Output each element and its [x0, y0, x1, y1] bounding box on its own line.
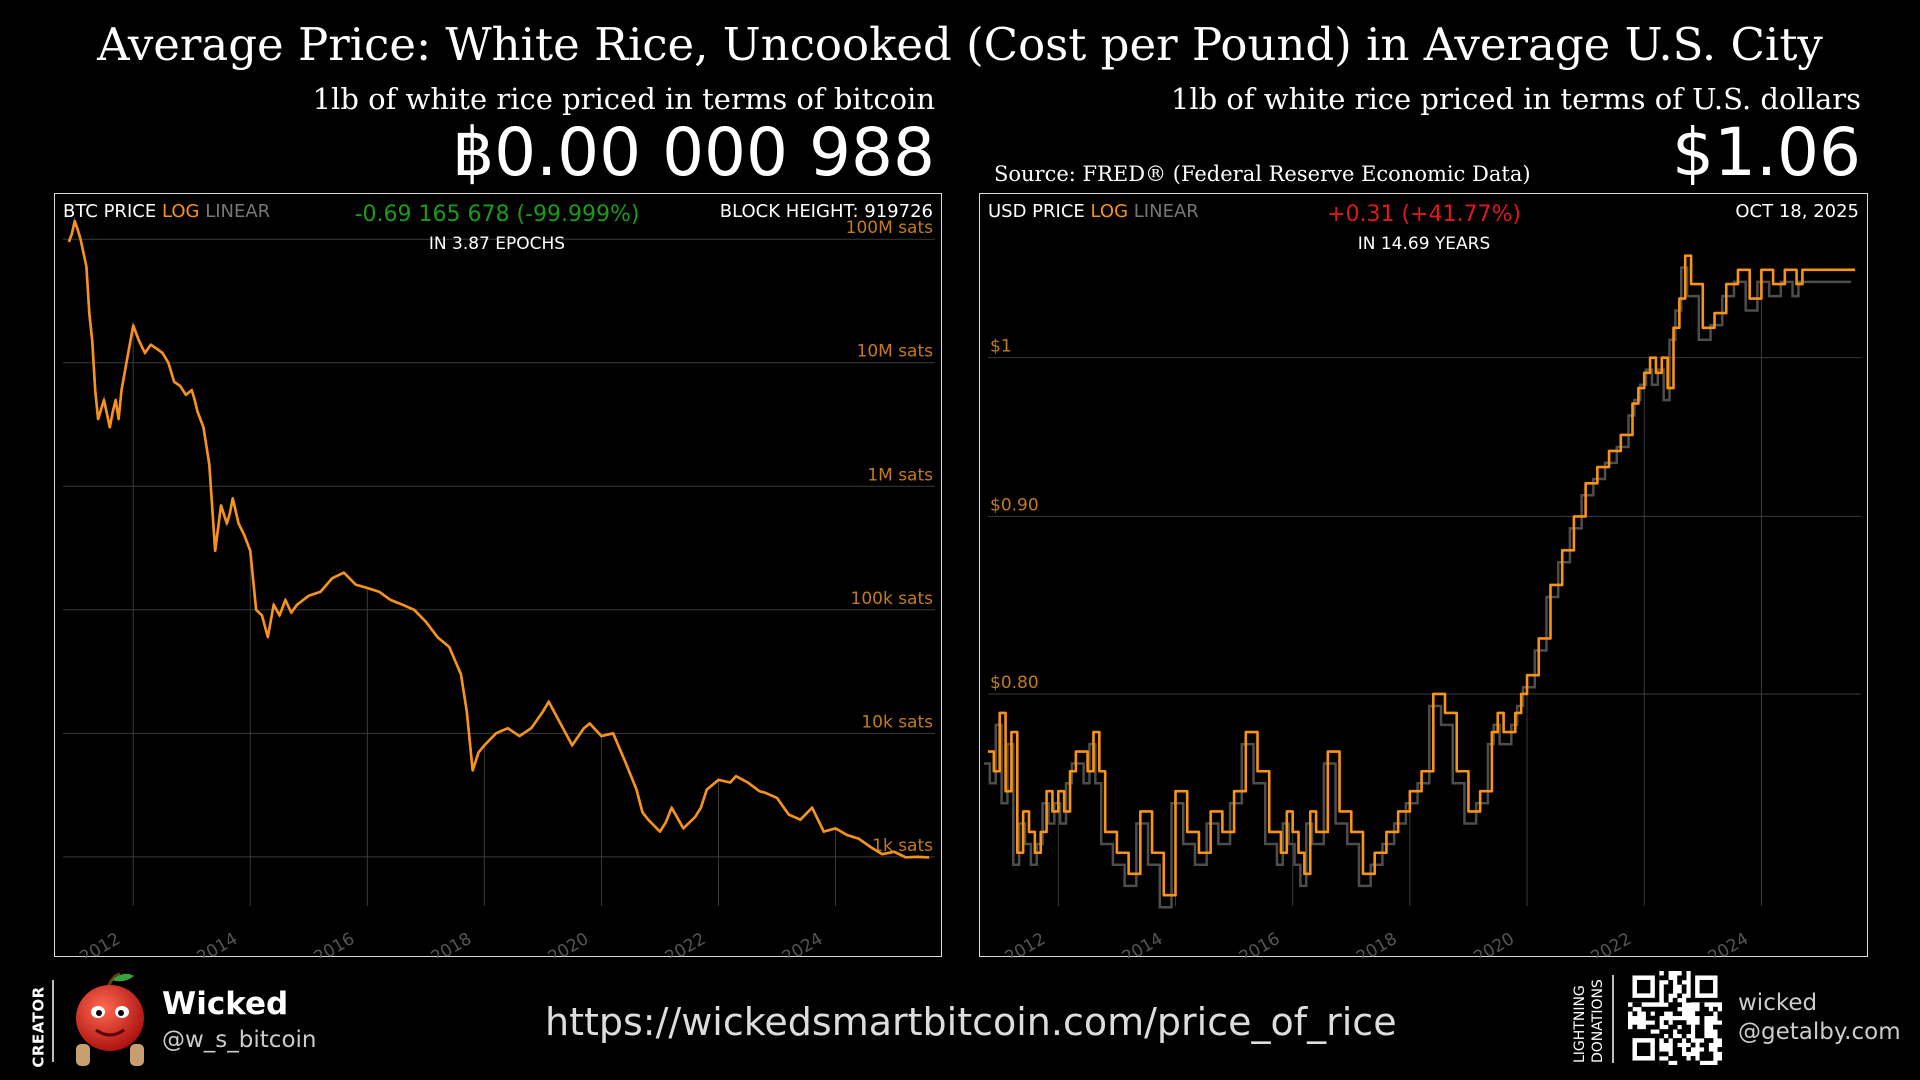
- linear-scale-option[interactable]: LINEAR: [1133, 201, 1199, 222]
- y-tick-label: $1: [990, 337, 1012, 357]
- x-tick-label: 2024: [779, 929, 826, 958]
- left-subtitle: 1lb of white rice priced in terms of bit…: [312, 82, 935, 116]
- x-tick-label: 2016: [311, 929, 358, 958]
- x-tick-label: 2018: [1353, 929, 1400, 958]
- y-tick-label: 100k sats: [851, 589, 934, 609]
- chart-date: OCT 18, 2025: [1735, 201, 1859, 222]
- usd-price-value: $1.06: [1672, 114, 1861, 191]
- x-tick-label: 2024: [1705, 929, 1752, 958]
- creator-name: Wicked: [162, 986, 289, 1022]
- linear-scale-option[interactable]: LINEAR: [205, 201, 271, 222]
- divider: [1612, 975, 1614, 1063]
- block-height: BLOCK HEIGHT: 919726: [719, 201, 933, 222]
- divider: [52, 980, 54, 1062]
- source-note: Source: FRED® (Federal Reserve Economic …: [994, 162, 1531, 186]
- lightning-label-line2: DONATIONS: [1590, 979, 1606, 1063]
- page-title: Average Price: White Rice, Uncooked (Cos…: [97, 18, 1823, 71]
- linear-series-line: [984, 266, 1852, 909]
- x-tick-label: 2020: [1470, 929, 1517, 958]
- x-tick-label: 2014: [194, 929, 241, 958]
- creator-label: CREATOR: [28, 986, 48, 1068]
- website-link[interactable]: https://wickedsmartbitcoin.com/price_of_…: [545, 1000, 1397, 1044]
- price-series-line: [67, 219, 930, 859]
- x-tick-label: 2018: [428, 929, 475, 958]
- x-tick-label: 2014: [1119, 929, 1166, 958]
- lightning-label-line1: LIGHTNING: [1572, 985, 1588, 1063]
- creator-handle[interactable]: @w_s_bitcoin: [162, 1027, 317, 1053]
- y-tick-label: 1M sats: [867, 465, 933, 485]
- x-tick-label: 2016: [1236, 929, 1283, 958]
- right-subtitle: 1lb of white rice priced in terms of U.S…: [1170, 82, 1861, 116]
- y-tick-label: 10M sats: [857, 342, 934, 362]
- btc-change-value: -0.69 165 678 (-99.999%): [354, 202, 640, 227]
- usd-price-label: USD PRICE: [988, 201, 1085, 222]
- x-tick-label: 2020: [545, 929, 592, 958]
- btc-chart-svg: 100M sats 10M sats 1M sats 100k sats 10k sat…: [63, 216, 935, 958]
- btc-change-period: IN 3.87 EPOCHS: [428, 234, 566, 254]
- usd-chart-svg: $1 $0.90 $0.80 2012 2014 2016 2018 2020 2022 2024: [984, 254, 1861, 958]
- x-tick-label: 2012: [1002, 929, 1049, 958]
- usd-change-value: +0.31 (+41.77%): [1327, 202, 1521, 227]
- log-scale-option[interactable]: LOG: [161, 201, 200, 222]
- btc-price-value: ฿0.00 000 988: [452, 114, 935, 191]
- usd-price-chart: $1 $0.90 $0.80 2012 2014 2016 2018 2020 2022 2024…: [979, 193, 1868, 958]
- y-tick-label: 100M sats: [846, 218, 933, 238]
- linear-series-line: [67, 216, 930, 859]
- y-tick-label: $0.90: [990, 495, 1039, 515]
- btc-price-label: BTC PRICE: [63, 201, 157, 222]
- x-tick-label: 2012: [77, 929, 124, 958]
- y-tick-label: 1k sats: [872, 836, 933, 856]
- price-series-line: [988, 254, 1856, 897]
- usd-scale-toggle[interactable]: USD PRICE LOG LINEAR: [988, 201, 1199, 222]
- qr-code[interactable]: [1628, 971, 1722, 1065]
- lightning-address-domain[interactable]: @getalby.com: [1738, 1019, 1901, 1045]
- btc-price-chart: 100M sats 10M sats 1M sats 100k sats 10k sat…: [54, 193, 942, 958]
- btc-scale-toggle[interactable]: BTC PRICE LOG LINEAR: [63, 201, 270, 222]
- y-tick-label: 10k sats: [861, 712, 933, 732]
- lightning-address-user[interactable]: wicked: [1738, 990, 1818, 1016]
- x-tick-label: 2022: [662, 929, 709, 958]
- usd-change-period: IN 14.69 YEARS: [1357, 234, 1491, 254]
- avatar: [76, 972, 144, 1066]
- y-tick-label: $0.80: [990, 673, 1039, 693]
- log-scale-option[interactable]: LOG: [1090, 201, 1129, 222]
- x-tick-label: 2022: [1588, 929, 1635, 958]
- creator-label-text: CREATOR: [29, 986, 48, 1068]
